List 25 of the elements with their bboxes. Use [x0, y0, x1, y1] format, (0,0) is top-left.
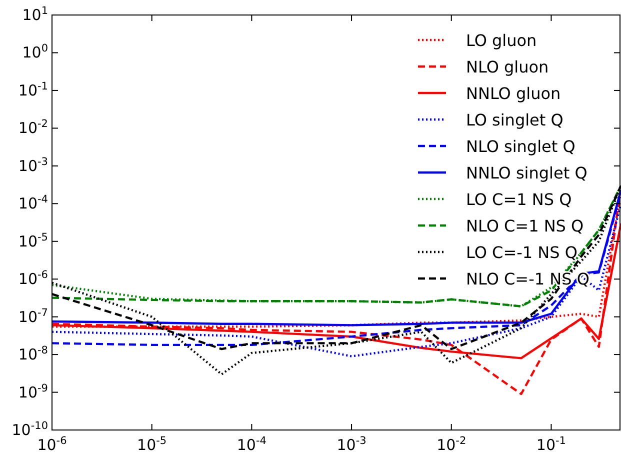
legend-label: NNLO gluon	[466, 84, 561, 103]
legend-label: NLO singlet Q	[466, 137, 576, 156]
legend-label: NLO gluon	[466, 58, 549, 76]
legend-label: LO C=1 NS Q	[466, 190, 572, 209]
x-tick-label: 10$^{-4}$	[236, 435, 267, 452]
x-tick-label: 10$^{-3}$	[336, 435, 366, 452]
y-tick-label: 10$^{0}$	[22, 42, 48, 62]
y-tick-label: 10$^{-2}$	[18, 118, 48, 138]
x-tick-label: 10$^{-5}$	[137, 435, 167, 452]
legend-label: LO C=-1 NS Q	[466, 243, 578, 262]
y-tick-label: 10$^{-4}$	[18, 194, 48, 213]
y-tick-label: 10$^{-5}$	[18, 231, 48, 250]
y-tick-label: 10$^{-1}$	[18, 80, 48, 100]
legend-label: LO singlet Q	[466, 110, 564, 130]
y-tick-label: 10$^{1}$	[22, 5, 48, 24]
legend-label: NLO C=1 NS Q	[466, 216, 584, 236]
y-tick-label: 10$^{-8}$	[18, 344, 48, 364]
legend-label: LO gluon	[466, 31, 537, 50]
legend-label: NNLO singlet Q	[466, 164, 588, 182]
x-tick-label: 10$^{-1}$	[536, 435, 566, 452]
y-tick-label: 10$^{-6}$	[18, 269, 48, 288]
x-tick-label: 10$^{-2}$	[436, 435, 466, 452]
y-tick-label: 10$^{-7}$	[18, 306, 48, 326]
y-tick-label: 10$^{-3}$	[18, 156, 48, 175]
y-tick-label: 10$^{-9}$	[18, 382, 48, 402]
